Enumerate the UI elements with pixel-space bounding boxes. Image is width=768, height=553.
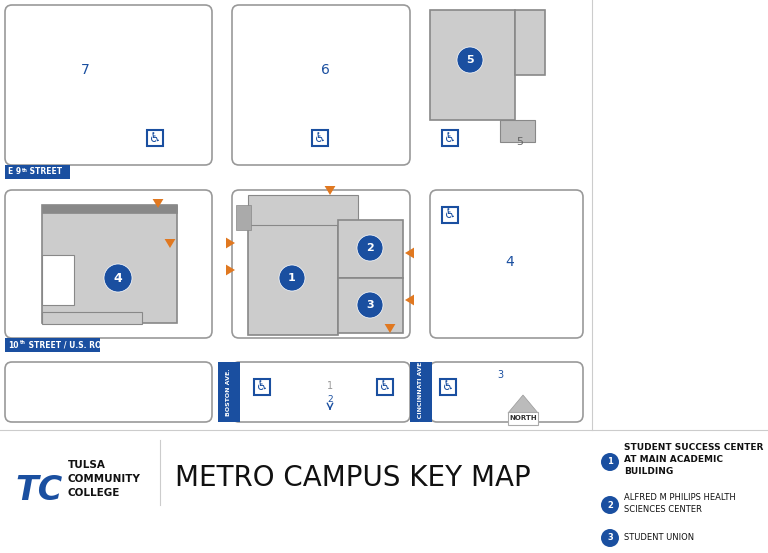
Text: AT MAIN ACADEMIC: AT MAIN ACADEMIC	[624, 456, 723, 465]
Circle shape	[457, 47, 483, 73]
Text: BUILDING: BUILDING	[624, 467, 674, 477]
Bar	[442, 207, 458, 223]
Bar	[42, 205, 177, 323]
FancyBboxPatch shape	[5, 362, 212, 422]
Text: NORTH: NORTH	[509, 415, 537, 421]
Text: S CINCINNATI AVE.: S CINCINNATI AVE.	[419, 359, 423, 425]
Polygon shape	[508, 395, 538, 413]
Text: ♿: ♿	[442, 380, 454, 394]
Text: STUDENT UNION: STUDENT UNION	[624, 534, 694, 542]
Text: BOSTON AVE.: BOSTON AVE.	[227, 368, 231, 416]
Bar	[442, 130, 458, 146]
Text: TC: TC	[15, 473, 62, 507]
Text: COLLEGE: COLLEGE	[68, 488, 121, 498]
Bar	[515, 10, 545, 75]
Text: ALFRED M PHILIPS HEALTH: ALFRED M PHILIPS HEALTH	[624, 493, 736, 503]
Text: SCIENCES CENTER: SCIENCES CENTER	[624, 505, 702, 514]
Circle shape	[279, 265, 305, 291]
Bar	[377, 379, 393, 395]
Text: th: th	[22, 168, 28, 173]
Text: 4: 4	[505, 255, 515, 269]
Text: STREET: STREET	[27, 168, 62, 176]
Text: METRO CAMPUS KEY MAP: METRO CAMPUS KEY MAP	[175, 464, 531, 492]
Bar	[147, 130, 163, 146]
Circle shape	[104, 264, 132, 292]
Text: 2: 2	[366, 243, 374, 253]
Text: ♿: ♿	[314, 132, 326, 144]
Polygon shape	[153, 199, 164, 208]
Text: COMMUNITY: COMMUNITY	[68, 474, 141, 484]
Text: STUDENT SUCCESS CENTER: STUDENT SUCCESS CENTER	[624, 444, 763, 452]
FancyBboxPatch shape	[5, 190, 212, 338]
Bar	[218, 362, 240, 422]
Text: 5: 5	[517, 137, 524, 147]
Text: ♿: ♿	[444, 208, 456, 222]
Bar	[410, 362, 432, 422]
FancyBboxPatch shape	[232, 5, 410, 165]
FancyBboxPatch shape	[232, 190, 410, 338]
Text: 3: 3	[497, 370, 503, 380]
Bar	[254, 379, 270, 395]
Circle shape	[357, 292, 383, 318]
Bar	[508, 412, 538, 425]
Text: 2: 2	[607, 500, 613, 509]
Text: 7: 7	[81, 63, 89, 77]
Text: 3: 3	[607, 534, 613, 542]
Circle shape	[357, 235, 383, 261]
Bar	[312, 130, 328, 146]
Text: 1: 1	[327, 381, 333, 391]
Text: ♿: ♿	[379, 380, 391, 394]
Polygon shape	[325, 186, 336, 195]
Bar	[5, 165, 70, 179]
Polygon shape	[405, 295, 414, 305]
Text: TULSA: TULSA	[68, 460, 106, 470]
Bar	[430, 10, 515, 120]
Bar	[5, 338, 100, 352]
Polygon shape	[385, 324, 396, 333]
Text: 5: 5	[466, 55, 474, 65]
Text: ♿: ♿	[444, 132, 456, 144]
Circle shape	[601, 529, 619, 547]
Polygon shape	[405, 248, 414, 258]
Text: 2: 2	[327, 395, 333, 404]
Bar	[440, 379, 456, 395]
Circle shape	[601, 453, 619, 471]
Bar	[42, 255, 74, 305]
Bar	[236, 205, 251, 230]
Bar	[42, 312, 142, 324]
Bar	[338, 278, 403, 333]
Text: ♿: ♿	[256, 380, 268, 394]
Text: 3: 3	[366, 300, 374, 310]
FancyBboxPatch shape	[5, 5, 212, 165]
Polygon shape	[226, 264, 235, 275]
Text: STREET / U.S. ROUTE 66: STREET / U.S. ROUTE 66	[26, 341, 131, 349]
Text: th: th	[20, 341, 26, 346]
FancyBboxPatch shape	[430, 190, 583, 338]
Text: E 9: E 9	[8, 168, 22, 176]
Text: 1: 1	[288, 273, 296, 283]
Bar	[248, 220, 338, 335]
Circle shape	[601, 496, 619, 514]
Text: 6: 6	[320, 63, 329, 77]
FancyBboxPatch shape	[430, 362, 583, 422]
Bar	[500, 120, 535, 142]
Text: 4: 4	[114, 272, 122, 284]
Text: ♿: ♿	[149, 132, 161, 144]
Text: 1: 1	[607, 457, 613, 467]
Bar	[248, 195, 358, 225]
Polygon shape	[226, 238, 235, 248]
Polygon shape	[164, 239, 175, 248]
Bar	[42, 205, 177, 213]
Text: 10: 10	[8, 341, 18, 349]
FancyBboxPatch shape	[232, 362, 410, 422]
Bar	[338, 220, 403, 278]
